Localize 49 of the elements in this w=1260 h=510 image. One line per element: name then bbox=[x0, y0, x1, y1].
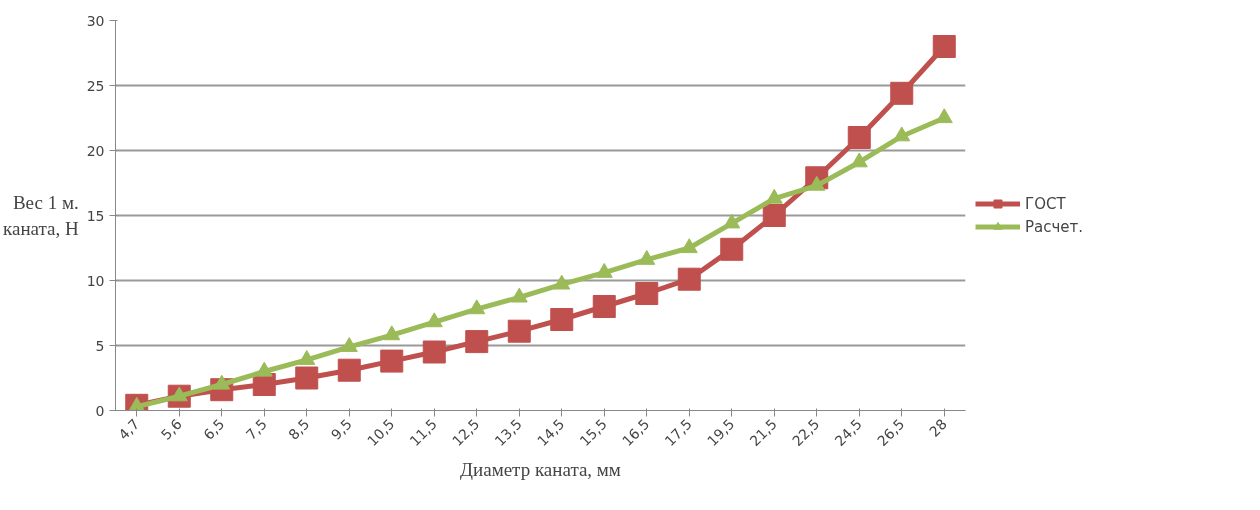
point bbox=[592, 295, 616, 318]
point bbox=[935, 108, 953, 124]
x-tick-label: 5,6 bbox=[157, 415, 185, 443]
point bbox=[507, 319, 531, 343]
x-axis-title: Диаметр каната, мм bbox=[460, 458, 621, 480]
y-tick-label: 20 bbox=[86, 142, 105, 159]
x-tick-label: 8,5 bbox=[285, 415, 313, 443]
point bbox=[465, 330, 489, 354]
point bbox=[468, 299, 486, 315]
point bbox=[850, 152, 868, 168]
point bbox=[762, 204, 786, 227]
x-tick-label: 4,7 bbox=[115, 415, 143, 443]
y-axis-title: Вес 1 м. каната, Н bbox=[3, 192, 79, 239]
point bbox=[847, 126, 871, 149]
y-tick-label: 30 bbox=[86, 12, 105, 29]
x-tick-label: 7,5 bbox=[242, 415, 270, 443]
legend-label: Расчет. bbox=[1025, 217, 1084, 236]
point bbox=[893, 126, 911, 142]
point bbox=[638, 249, 656, 265]
point bbox=[765, 188, 783, 204]
y-tick-label: 10 bbox=[86, 272, 105, 289]
point bbox=[553, 274, 571, 290]
point bbox=[383, 325, 401, 341]
point bbox=[680, 238, 698, 254]
point bbox=[422, 340, 446, 364]
point bbox=[890, 81, 914, 105]
point bbox=[720, 237, 744, 261]
point bbox=[298, 350, 316, 365]
point bbox=[510, 287, 528, 303]
point bbox=[550, 308, 574, 331]
x-tick-label: 28 bbox=[926, 415, 950, 440]
point bbox=[340, 337, 358, 352]
point bbox=[295, 366, 319, 390]
point bbox=[932, 35, 956, 58]
x-tick-label: 6,5 bbox=[200, 415, 228, 443]
point bbox=[425, 312, 443, 328]
x-tick-label: 9,5 bbox=[327, 415, 355, 443]
point bbox=[677, 267, 701, 291]
y-tick-label: 15 bbox=[86, 207, 105, 224]
point bbox=[380, 349, 404, 373]
y-tick-label: 5 bbox=[95, 337, 105, 354]
point bbox=[635, 282, 659, 305]
point bbox=[595, 262, 613, 278]
point bbox=[337, 358, 361, 382]
point bbox=[723, 213, 741, 229]
legend-label: ГОСТ bbox=[1025, 194, 1066, 213]
point bbox=[255, 361, 273, 377]
y-tick-label: 0 bbox=[95, 402, 105, 419]
y-tick-label: 25 bbox=[86, 77, 105, 94]
